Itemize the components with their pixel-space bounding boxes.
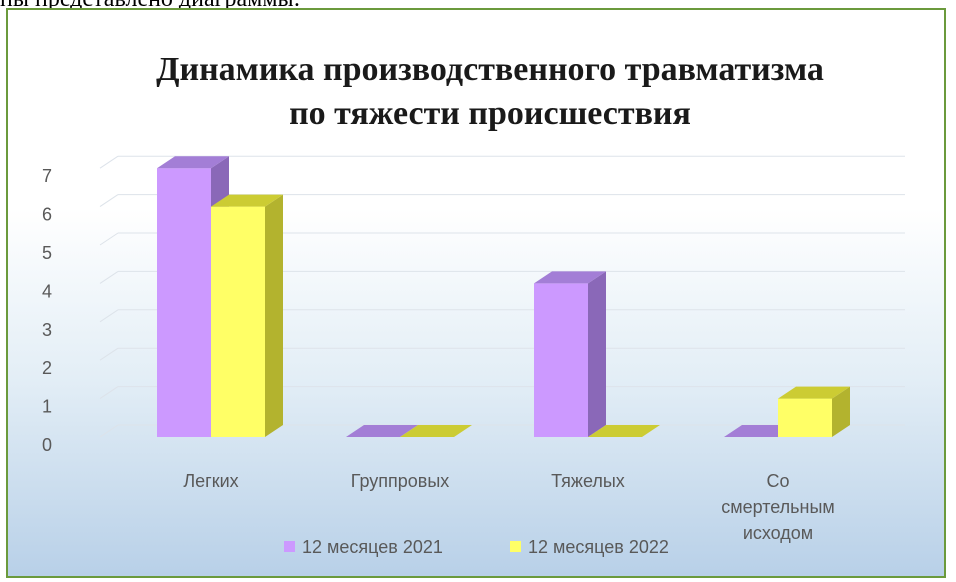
- gridline-diagonal: [99, 155, 119, 169]
- x-tick-label: исходом: [743, 523, 813, 543]
- chart-title-line-1: Динамика производственного травматизма: [156, 51, 824, 88]
- legend: 12 месяцев 2021 12 месяцев 2022: [284, 537, 669, 557]
- bar-top: [400, 425, 472, 437]
- gridline-diagonal: [99, 232, 119, 246]
- bar-front: [211, 206, 265, 437]
- y-axis: 0 1 2 3 4 5 6 7: [42, 166, 52, 455]
- y-tick-label: 5: [42, 243, 52, 263]
- legend-swatch: [284, 541, 295, 552]
- x-tick-label: смертельным: [721, 497, 835, 517]
- legend-label: 12 месяцев 2021: [302, 537, 443, 557]
- y-tick-label: 1: [42, 397, 52, 417]
- gridline-diagonal: [99, 424, 119, 438]
- bar-front: [778, 398, 832, 437]
- gridline-diagonal: [99, 270, 119, 284]
- y-tick-label: 2: [42, 358, 52, 378]
- bar-top: [534, 271, 606, 284]
- bar-side: [588, 271, 606, 437]
- x-tick-label: Легких: [183, 471, 238, 491]
- gridline-diagonal: [99, 309, 119, 323]
- gridline-diagonal: [99, 347, 119, 361]
- bar-front: [157, 168, 211, 437]
- bar-side: [832, 386, 850, 437]
- bar-top: [211, 194, 283, 207]
- y-tick-label: 3: [42, 320, 52, 340]
- x-tick-label: Тяжелых: [551, 471, 625, 491]
- chart-title-line-2: по тяжести происшествия: [289, 95, 691, 132]
- bar-top: [346, 425, 418, 437]
- clipped-paragraph-text: пы представлено диаграммы:: [0, 0, 520, 10]
- bar-top: [157, 156, 229, 169]
- legend-swatch: [510, 541, 521, 552]
- bar-front: [534, 283, 588, 437]
- bars-layer: [157, 156, 850, 437]
- y-tick-label: 0: [42, 435, 52, 455]
- x-axis: Легких Группровых Тяжелых Со смертельным исхо…: [183, 471, 834, 543]
- x-tick-label: Группровых: [351, 471, 450, 491]
- y-tick-label: 6: [42, 205, 52, 225]
- bar-side: [265, 194, 283, 437]
- bar-top: [588, 425, 660, 437]
- legend-label: 12 месяцев 2022: [528, 537, 669, 557]
- y-tick-label: 4: [42, 281, 52, 301]
- x-tick-label: Со: [766, 471, 789, 491]
- gridline-diagonal: [99, 194, 119, 208]
- y-tick-label: 7: [42, 166, 52, 186]
- bar-top: [778, 386, 850, 399]
- gridline-diagonal: [99, 386, 119, 400]
